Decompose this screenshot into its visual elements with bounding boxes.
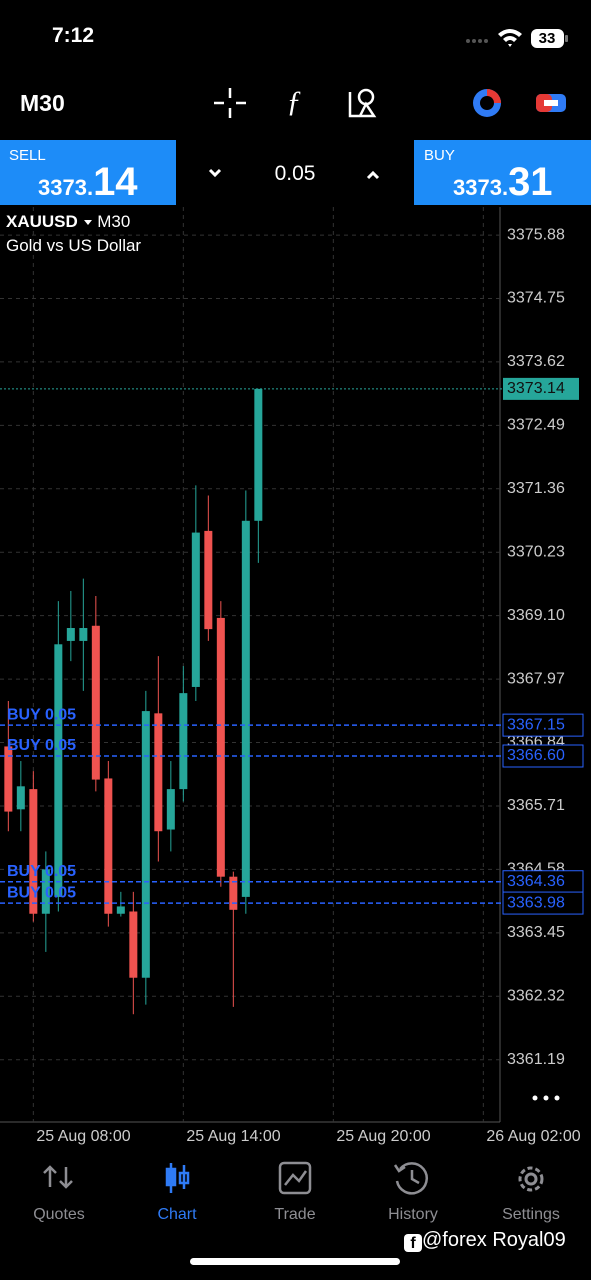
x-tick-label: 26 Aug 02:00 [486, 1128, 580, 1145]
candle-body [116, 906, 125, 914]
candle-body [241, 520, 250, 897]
toolbar-icons: ƒ [214, 85, 566, 118]
candle-body [229, 876, 238, 910]
nav-item[interactable]: Trade [274, 1206, 315, 1223]
sell-price-main: 3373. [38, 175, 94, 200]
current-price-label: 3373.14 [507, 380, 565, 397]
y-tick-label: 3371.36 [507, 480, 565, 497]
x-tick-label: 25 Aug 14:00 [186, 1128, 280, 1145]
chart-timeframe: M30 [97, 212, 131, 231]
order-price-label: 3363.98 [507, 894, 565, 911]
candle-body [254, 388, 263, 521]
candle-body [41, 869, 50, 914]
order-price-label: 3366.60 [507, 747, 565, 764]
order-label: BUY 0.05 [7, 863, 76, 880]
timeframe-button[interactable]: M30 [20, 90, 65, 116]
order-price-label: 3364.36 [507, 873, 565, 890]
sell-button[interactable]: SELL 3373.14 [0, 140, 176, 205]
candle-body [104, 778, 113, 914]
home-indicator [190, 1258, 400, 1265]
candle-body [16, 786, 25, 810]
order-price-box [502, 891, 584, 915]
buy-button[interactable]: BUY 3373.31 [414, 140, 591, 205]
order-price-box [502, 713, 584, 737]
y-tick-label: 3363.45 [507, 924, 565, 941]
y-tick-label: 3375.88 [507, 226, 565, 243]
candle-body [204, 530, 213, 630]
candle-body [154, 713, 163, 832]
symbol-description: Gold vs US Dollar [6, 236, 142, 255]
order-label: BUY 0.05 [7, 706, 76, 723]
x-tick-label: 25 Aug 20:00 [336, 1128, 430, 1145]
candle-body [79, 628, 88, 641]
objects-icon[interactable] [348, 88, 377, 118]
candle-body [91, 625, 100, 780]
y-tick-label: 3361.19 [507, 1051, 565, 1068]
y-tick-label: 3362.32 [507, 987, 565, 1004]
candle-body [4, 746, 13, 812]
indicators-icon[interactable]: ƒ [287, 85, 302, 118]
trade-icon [278, 1161, 312, 1195]
status-icons: 33 [466, 29, 568, 48]
x-tick-label: 25 Aug 08:00 [36, 1128, 130, 1145]
y-tick-label: 3372.49 [507, 417, 565, 434]
lot-controls [208, 168, 380, 180]
lot-decrease[interactable] [208, 168, 222, 178]
y-tick-label: 3373.62 [507, 353, 565, 370]
chart-icon [165, 1163, 190, 1193]
lot-size[interactable]: 0.05 [274, 162, 316, 185]
watermark: f @forex Royal09 [404, 1229, 566, 1252]
more-button[interactable] [530, 1090, 562, 1106]
order-label: BUY 0.05 [7, 884, 76, 901]
buy-label: BUY [424, 147, 455, 164]
sell-label: SELL [9, 147, 46, 164]
account-icon[interactable] [536, 94, 566, 112]
sell-price-big: 14 [93, 160, 138, 204]
symbol: XAUUSD [6, 212, 78, 231]
bottom-nav: Quotes Chart Trade History Settings [33, 1161, 560, 1223]
watermark-text: @forex Royal09 [422, 1229, 566, 1251]
candle-body [179, 693, 188, 790]
buy-price-main: 3373. [453, 175, 509, 200]
settings-icon [518, 1166, 544, 1192]
y-tick-label: 3365.71 [507, 797, 565, 814]
nav-item[interactable]: Chart [157, 1206, 197, 1223]
symbol-dropdown[interactable] [83, 217, 93, 227]
candle-body [29, 789, 38, 914]
order-label: BUY 0.05 [7, 737, 76, 754]
candle-body [216, 617, 225, 877]
battery-level: 33 [539, 30, 556, 47]
symbol-line: XAUUSD M30 [6, 212, 130, 232]
candle-body [66, 628, 75, 641]
status-time: 7:12 [52, 24, 95, 47]
y-tick-label: 3374.75 [507, 290, 565, 307]
order-price-box [502, 744, 584, 768]
candle-body [166, 789, 175, 830]
y-tick-label: 3370.23 [507, 543, 565, 560]
quotes-icon [43, 1165, 73, 1189]
candle-body [141, 711, 150, 978]
chart[interactable]: 3361.193362.323363.453364.583365.713366.… [0, 207, 591, 1152]
order-price-label: 3367.15 [507, 716, 565, 733]
current-price-box [503, 377, 579, 400]
buy-price-big: 31 [508, 160, 553, 204]
history-icon [393, 1162, 428, 1195]
candle-body [129, 911, 138, 978]
lot-increase[interactable] [366, 170, 380, 180]
crosshair-icon[interactable] [214, 88, 246, 118]
nav-item[interactable]: Settings [502, 1206, 560, 1223]
candle-body [54, 644, 63, 897]
trading-icon[interactable] [473, 89, 501, 117]
nav-item[interactable]: History [388, 1206, 438, 1223]
y-tick-label: 3367.97 [507, 670, 565, 687]
nav-item[interactable]: Quotes [33, 1206, 85, 1223]
candle-body [191, 532, 200, 687]
y-tick-label: 3369.10 [507, 607, 565, 624]
